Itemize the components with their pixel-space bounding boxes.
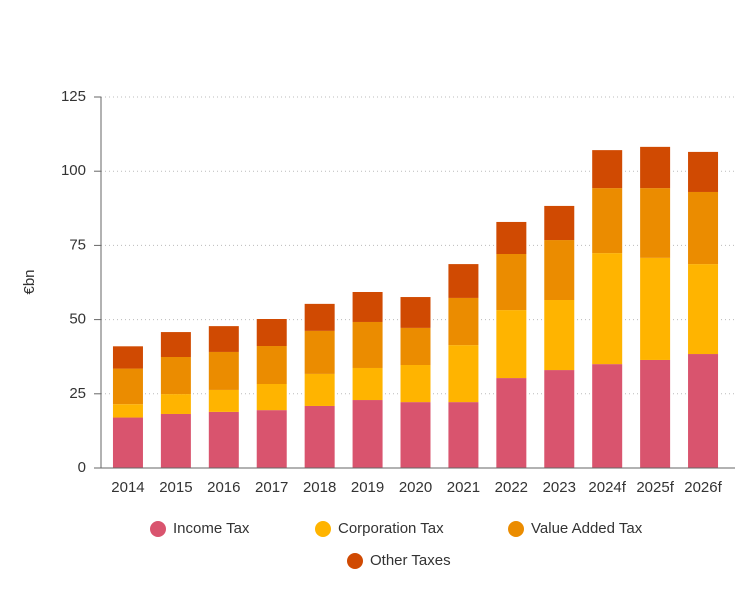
bar-segment [592,188,623,254]
bar-segment [448,297,479,346]
legend-label: Other Taxes [370,552,451,569]
x-tick-label: 2022 [495,479,528,496]
bar-segment [208,351,239,390]
bar-segment [256,384,287,411]
x-tick-label: 2023 [543,479,576,496]
bar-segment [640,146,671,189]
y-axis-label: €bn [21,269,38,294]
bar-segment [496,378,527,468]
x-tick-label: 2016 [207,479,240,496]
bar-segment [256,346,287,385]
legend-marker [150,521,166,537]
y-tick-label: 125 [61,88,86,105]
bar-segment [688,151,719,192]
bar-segment [112,404,143,418]
bar-segment [688,264,719,355]
legend-marker [315,521,331,537]
bar-segment [592,253,623,365]
bar-segment [688,191,719,265]
y-tick-label: 100 [61,162,86,179]
bar-segment [640,359,671,468]
legend-marker [508,521,524,537]
bar-segment [640,188,671,258]
bar-segment [112,417,143,468]
x-tick-label: 2018 [303,479,336,496]
bar-segment [496,254,527,311]
bar-segment [160,332,191,357]
bar-segment [688,354,719,468]
legend-label: Income Tax [173,520,250,537]
bar-segment [160,394,191,414]
bar-segment [304,303,335,331]
bar-segment [448,402,479,468]
x-tick-label: 2024f [588,479,626,496]
legend-marker [347,553,363,569]
bar-segment [112,368,143,405]
y-tick-label: 75 [69,236,86,253]
bar-segment [496,221,527,255]
bar-segment [304,373,335,406]
bar-segment [160,356,191,395]
bar-segment [448,264,479,298]
bar-segment [592,364,623,468]
bar-segment [112,346,143,369]
bar-segment [208,326,239,352]
bar-segment [304,330,335,374]
bar-segment [208,389,239,412]
bar-segment [400,402,431,468]
bar-segment [592,150,623,189]
x-tick-label: 2017 [255,479,288,496]
x-tick-label: 2025f [636,479,674,496]
bar-segment [544,205,575,241]
bar-segment [352,291,383,322]
bar-segment [208,411,239,468]
x-tick-label: 2014 [111,479,144,496]
bar-segment [160,413,191,468]
bar-segment [640,257,671,360]
x-tick-label: 2021 [447,479,480,496]
bar-segment [448,345,479,403]
bar-segment [256,410,287,468]
x-tick-label: 2019 [351,479,384,496]
y-tick-label: 50 [69,311,86,328]
x-tick-label: 2020 [399,479,432,496]
bar-segment [400,327,431,366]
bar-segment [400,297,431,328]
y-tick-label: 0 [78,459,86,476]
bar-segment [256,319,287,347]
bar-segment [352,367,383,401]
legend-label: Value Added Tax [531,520,643,537]
bar-segment [352,400,383,468]
bar-segment [400,365,431,403]
bar-segment [304,405,335,468]
bar-segment [544,300,575,371]
y-tick-label: 25 [69,385,86,402]
bar-segment [544,240,575,301]
bar-segment [352,321,383,368]
x-tick-label: 2015 [159,479,192,496]
x-tick-label: 2026f [684,479,722,496]
legend-label: Corporation Tax [338,520,444,537]
bar-segment [544,370,575,468]
bar-segment [496,310,527,379]
